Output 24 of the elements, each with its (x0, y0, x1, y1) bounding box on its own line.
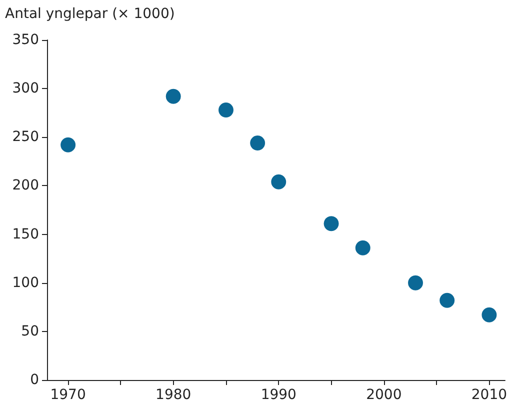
point (250, 135, 266, 150)
point (355, 240, 370, 256)
x-tick-label: 2000 (366, 387, 402, 403)
y-tick-label: 50 (21, 323, 39, 340)
point (166, 88, 181, 104)
point (324, 216, 339, 232)
x-tick-label: 2010 (471, 387, 508, 403)
y-tick-label: 350 (12, 32, 39, 48)
point (218, 102, 234, 118)
point (408, 275, 424, 290)
y-tick-label: 250 (12, 129, 39, 146)
point (271, 174, 286, 190)
y-tick-label: 150 (12, 226, 39, 242)
point (440, 292, 455, 308)
y-tick-label: 300 (12, 80, 39, 97)
y-tick-label: 100 (12, 274, 39, 291)
y-tick-label: 0 (30, 372, 39, 388)
y-axis-title: Antal ynglepar (× 1000) (5, 6, 175, 22)
x-tick-label: 1980 (156, 387, 192, 403)
x-tick-label: 1990 (260, 387, 296, 403)
x-tick-label: 1970 (50, 387, 86, 403)
point (60, 137, 76, 152)
point (482, 307, 497, 322)
y-tick-label: 200 (12, 178, 39, 194)
